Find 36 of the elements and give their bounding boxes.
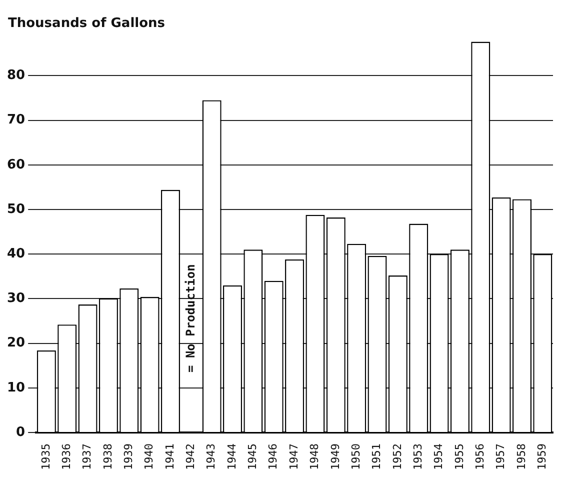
x-tick-label: 1950	[349, 444, 362, 470]
y-tick-label: 0	[16, 424, 26, 440]
x-tick-label: 1944	[225, 443, 238, 470]
x-tick-label: 1936	[60, 444, 73, 470]
y-tick-label: 10	[6, 380, 26, 396]
x-tick-label: 1947	[287, 444, 300, 470]
x-tick-label: 1959	[536, 444, 549, 470]
x-tick-label: 1951	[370, 444, 384, 470]
x-tick-label: 1938	[101, 444, 114, 470]
y-tick-label: 80	[6, 68, 26, 84]
x-tick-label: 1957	[494, 444, 508, 470]
y-axis-title: Thousands of Gallons	[8, 16, 166, 31]
y-tick-label: 60	[6, 157, 26, 172]
x-tick-label: 1954	[432, 443, 446, 470]
x-tick-label: 1939	[122, 444, 135, 470]
x-tick-label: 1956	[473, 444, 486, 470]
x-tick-label: 1948	[308, 444, 322, 470]
y-tick-label: 70	[6, 112, 26, 128]
x-tick-label: 1942	[184, 444, 198, 470]
x-tick-label: 1940	[142, 444, 156, 470]
x-tick-label: 1937	[80, 444, 94, 470]
x-tick-label: 1952	[390, 444, 404, 470]
x-tick-label: 1958	[514, 444, 528, 470]
x-tick-label: 1943	[204, 444, 218, 470]
x-tick-label: 1941	[163, 444, 176, 470]
x-tick-label: 1945	[246, 444, 260, 470]
x-tick-label: 1946	[266, 444, 280, 470]
x-tick-label: 1955	[452, 444, 466, 470]
x-tick-label: 1935	[39, 444, 52, 470]
x-tick-label: 1949	[328, 444, 342, 470]
y-tick-label: 30	[6, 291, 26, 306]
y-tick-label: 50	[6, 202, 26, 217]
y-tick-label: 20	[6, 336, 26, 351]
annotation: = No Production	[183, 264, 198, 373]
y-tick-label: 40	[6, 246, 26, 262]
x-tick-label: 1953	[411, 444, 424, 470]
